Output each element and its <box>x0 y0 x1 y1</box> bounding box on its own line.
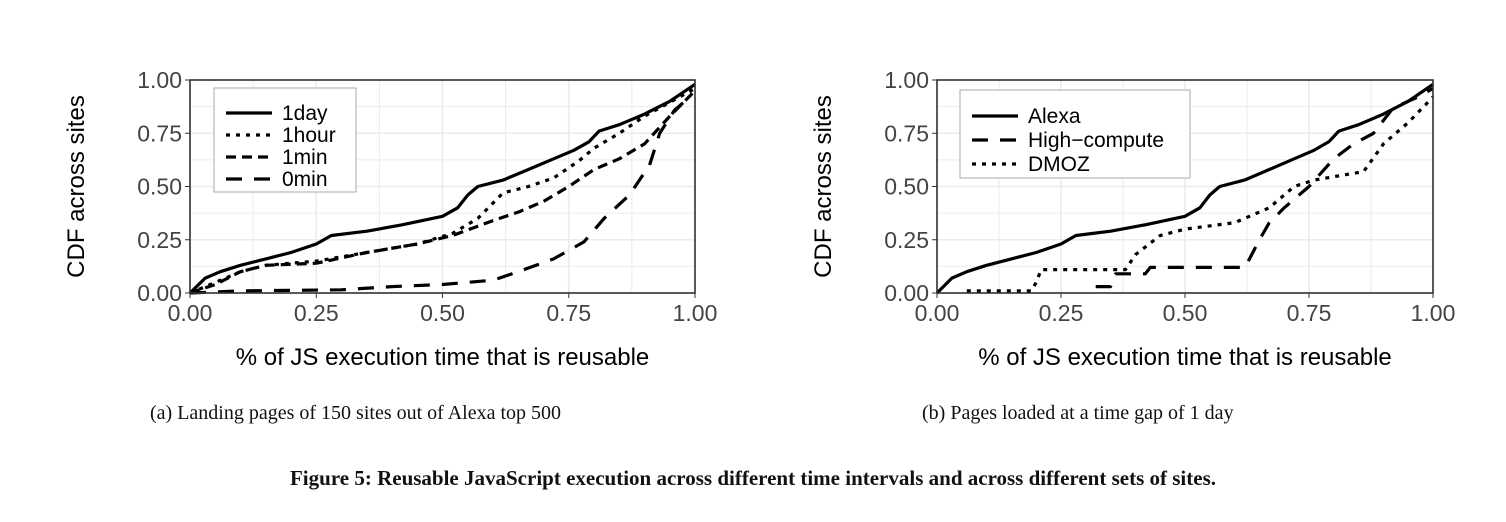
y-tick-label: 0.50 <box>884 174 929 200</box>
legend-label: DMOZ <box>1028 153 1090 176</box>
chart-b: 0.00 0.25 0.50 0.75 1.00 0.00 0.25 0.50 0.75 1.00… <box>810 67 1455 371</box>
legend-label: 1hour <box>282 124 336 147</box>
series-line-dmoz <box>966 95 1435 293</box>
x-tick-label: 0.00 <box>168 300 213 326</box>
y-tick-label: 0.25 <box>137 227 182 253</box>
legend-label: 1min <box>282 146 328 169</box>
series-line-0min <box>189 100 686 295</box>
y-tick-label: 0.75 <box>884 120 929 146</box>
x-tick-label: 0.75 <box>546 300 591 326</box>
y-tick-label: 0.00 <box>137 280 182 306</box>
plot-border <box>189 79 696 294</box>
y-tick-label: 0.75 <box>137 120 182 146</box>
legend-box <box>959 89 1191 179</box>
y-axis-label: CDF across sites <box>63 95 90 278</box>
x-tick-label: 0.75 <box>1287 300 1332 326</box>
series-line-1min <box>189 89 697 295</box>
subcaption-a: (a) Landing pages of 150 sites out of Al… <box>150 402 562 424</box>
legend-label: High−compute <box>1028 129 1164 152</box>
subcaption-b: (b) Pages loaded at a time gap of 1 day <box>922 402 1234 424</box>
y-tick-label: 0.00 <box>884 280 929 306</box>
figure-caption: Figure 5: Reusable JavaScript execution … <box>289 466 1217 490</box>
y-tick-label: 1.00 <box>884 67 929 93</box>
x-axis-label: % of JS execution time that is reusable <box>978 344 1392 371</box>
x-tick-label: 0.00 <box>915 300 960 326</box>
x-axis-label: % of JS execution time that is reusable <box>236 344 650 371</box>
series-line-high-compute <box>1095 87 1434 289</box>
plot-border <box>936 79 1434 294</box>
y-tick-label: 0.25 <box>884 227 929 253</box>
series-line-alexa <box>935 82 1434 295</box>
x-tick-label: 0.50 <box>1163 300 1208 326</box>
x-tick-label: 0.50 <box>420 300 465 326</box>
x-tick-label: 1.00 <box>1411 300 1456 326</box>
legend-label: 1day <box>282 102 328 125</box>
y-tick-label: 1.00 <box>137 67 182 93</box>
x-tick-label: 1.00 <box>673 300 718 326</box>
x-tick-label: 0.25 <box>1039 300 1084 326</box>
legend-box <box>213 87 357 193</box>
y-axis-label: CDF across sites <box>810 95 837 278</box>
legend-label: 0min <box>282 168 328 191</box>
chart-a: 0.00 0.25 0.50 0.75 1.00 0.00 0.25 0.50 0.75 1.00… <box>63 67 717 371</box>
legend-label: Alexa <box>1028 105 1081 128</box>
x-tick-label: 0.25 <box>294 300 339 326</box>
series-line-1day <box>188 82 696 295</box>
y-tick-label: 0.50 <box>137 174 182 200</box>
